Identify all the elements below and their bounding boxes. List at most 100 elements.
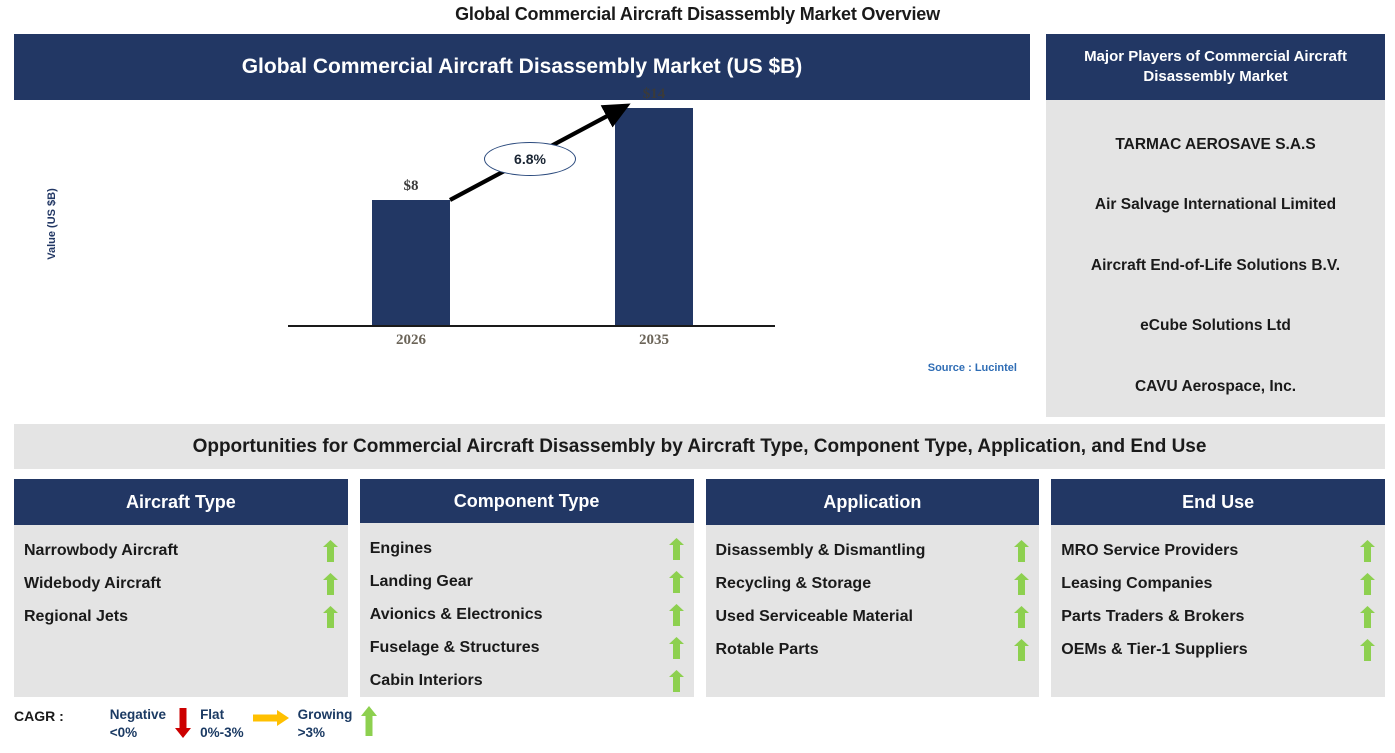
legend-entry-flat: Flat 0%-3% [200,706,298,741]
category-header: Aircraft Type [14,479,348,525]
category-header: Component Type [359,479,694,523]
list-item-label: Leasing Companies [1061,574,1213,592]
list-item-label: Recycling & Storage [715,574,872,592]
list-item-label: Parts Traders & Brokers [1061,607,1245,625]
category-item-list: MRO Service Providers Leasing Companies … [1051,525,1385,697]
bar-value-2035: $14 [642,86,666,102]
legend-entry-text: Negative <0% [110,706,166,741]
list-item: MRO Service Providers [1061,534,1375,567]
list-item: Leasing Companies [1061,567,1375,600]
category-column-aircraft-type: Aircraft Type Narrowbody Aircraft Widebo… [14,479,348,697]
page-title: Global Commercial Aircraft Disassembly M… [455,4,940,24]
growing-up-arrow-icon [1360,539,1375,562]
list-item: Cabin Interiors [370,664,684,697]
up-arrow-icon [361,706,378,736]
growing-up-arrow-icon [322,539,338,562]
growing-up-arrow-icon [322,572,338,595]
bar-2035 [615,108,693,325]
growing-up-arrow-icon [1014,605,1030,628]
list-item: Recycling & Storage [716,567,1030,600]
list-item: Narrowbody Aircraft [24,534,338,567]
list-item-label: Cabin Interiors [369,671,483,689]
growing-up-arrow-icon [322,605,338,628]
legend-entry-range: 0%-3% [200,724,244,740]
chart-plot-area: Value (US $B) $8 $14 2026 2035 6.8% Sour… [14,86,1030,417]
list-item-label: Widebody Aircraft [24,574,162,592]
major-players-header: Major Players of Commercial Aircraft Dis… [1046,34,1385,100]
legend-entry-text: Flat 0%-3% [200,706,244,741]
legend-entry-growing: Growing >3% [298,706,387,741]
list-item-label: Rotable Parts [715,640,819,658]
legend-entry-text: Growing >3% [298,706,353,741]
category-header: End Use [1051,479,1385,525]
list-item: Widebody Aircraft [24,567,338,600]
growing-up-arrow-icon [668,570,684,593]
list-item-label: Used Serviceable Material [715,607,913,625]
list-item-label: Regional Jets [24,607,129,625]
legend-entry-negative: Negative <0% [110,706,200,741]
list-item-label: Disassembly & Dismantling [715,541,926,559]
cagr-legend: CAGR : Negative <0% Flat 0%-3% Growing >… [14,706,386,741]
growing-up-arrow-icon [668,669,684,692]
list-item: TARMAC AEROSAVE S.A.S [1115,135,1316,153]
list-item-label: OEMs & Tier-1 Suppliers [1061,640,1248,658]
growing-up-arrow-icon [668,603,684,626]
list-item: Regional Jets [24,600,338,633]
list-item: eCube Solutions Ltd [1140,317,1291,335]
growing-up-arrow-icon [1014,539,1030,562]
bar-2026 [372,200,450,325]
category-item-list: Disassembly & Dismantling Recycling & St… [705,525,1040,697]
list-item: Aircraft End-of-Life Solutions B.V. [1090,256,1341,274]
legend-entry-name: Negative [109,707,167,722]
x-tick-2026: 2026 [396,332,426,348]
growing-up-arrow-icon [1014,572,1030,595]
growing-up-arrow-icon [1360,605,1375,628]
category-header: Application [705,479,1040,525]
growing-up-arrow-icon [668,537,684,560]
list-item: Air Salvage International Limited [1094,196,1337,214]
opportunities-banner: Opportunities for Commercial Aircraft Di… [14,424,1385,469]
x-tick-2035: 2035 [639,332,669,348]
market-chart-panel: Global Commercial Aircraft Disassembly M… [14,34,1030,417]
legend-entry-range: <0% [109,724,138,740]
list-item-label: Narrowbody Aircraft [24,541,179,559]
list-item: Fuselage & Structures [370,631,684,664]
category-item-list: Narrowbody Aircraft Widebody Aircraft Re… [14,525,348,697]
list-item: Parts Traders & Brokers [1061,600,1375,633]
category-column-component-type: Component Type Engines Landing Gear Avio… [359,479,694,697]
growing-up-arrow-icon [668,636,684,659]
bar-value-2026: $8 [403,178,419,194]
list-item: Rotable Parts [716,633,1030,666]
right-arrow-icon [252,710,289,726]
list-item: OEMs & Tier-1 Suppliers [1061,633,1375,666]
major-players-list: TARMAC AEROSAVE S.A.S Air Salvage Intern… [1046,100,1385,417]
cagr-legend-label: CAGR : [14,708,64,724]
growing-up-arrow-icon [1360,572,1375,595]
legend-entry-name: Flat [200,707,225,722]
chart-source-note: Source : Lucintel [927,362,1017,374]
category-columns: Aircraft Type Narrowbody Aircraft Widebo… [14,479,1385,697]
list-item: Used Serviceable Material [716,600,1030,633]
list-item: Landing Gear [370,565,684,598]
list-item: CAVU Aerospace, Inc. [1134,377,1297,395]
category-column-application: Application Disassembly & Dismantling Re… [705,479,1040,697]
category-column-end-use: End Use MRO Service Providers Leasing Co… [1051,479,1385,697]
growing-up-arrow-icon [1014,638,1030,661]
category-item-list: Engines Landing Gear Avionics & Electron… [359,523,694,697]
list-item-label: Fuselage & Structures [369,638,540,656]
list-item: Engines [370,532,684,565]
major-players-panel: Major Players of Commercial Aircraft Dis… [1046,34,1385,417]
list-item-label: Landing Gear [369,572,473,590]
list-item-label: MRO Service Providers [1061,541,1239,559]
list-item: Disassembly & Dismantling [716,534,1030,567]
chart-panel-header: Global Commercial Aircraft Disassembly M… [14,34,1030,100]
growing-up-arrow-icon [1360,638,1375,661]
cagr-callout-bubble: 6.8% [484,142,576,176]
chart-x-axis-line [288,325,775,327]
list-item-label: Avionics & Electronics [369,605,543,623]
list-item-label: Engines [369,539,432,557]
down-arrow-icon [175,708,192,738]
legend-entry-name: Growing [297,707,353,722]
list-item: Avionics & Electronics [370,598,684,631]
legend-entry-range: >3% [297,724,325,740]
